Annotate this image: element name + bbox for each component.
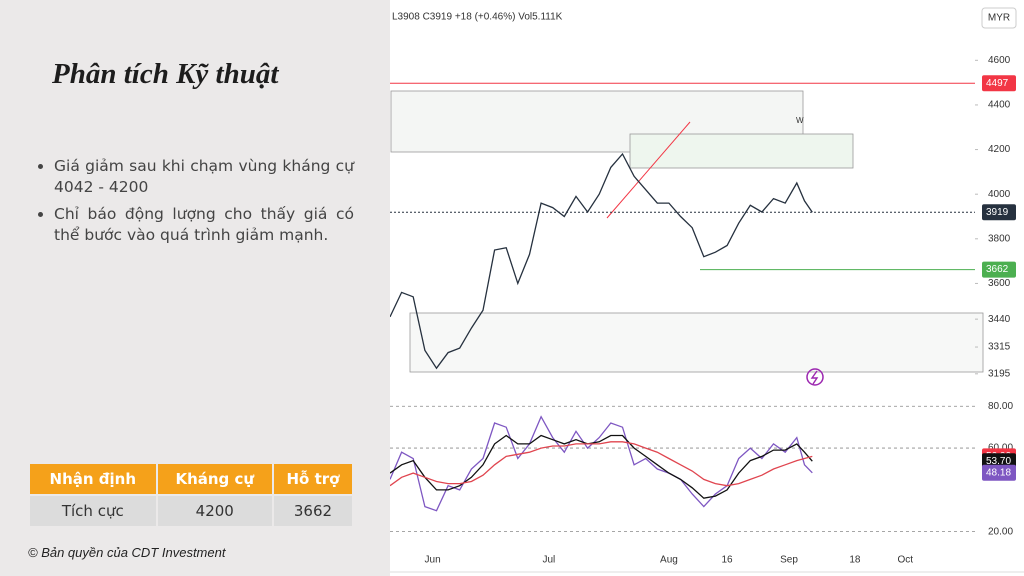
bullet: Giá giảm sau khi chạm vùng kháng cự 4042…	[54, 156, 354, 198]
x-tick-label: Sep	[780, 555, 798, 566]
y-tick-label: 80.00	[988, 401, 1013, 412]
price-tag-label: 3919	[986, 207, 1009, 218]
price-tag-label: 3662	[986, 264, 1009, 275]
copyright: © Bản quyền của CDT Investment	[28, 545, 226, 560]
series-line	[390, 434, 813, 499]
price-tag-label: 4497	[986, 78, 1009, 89]
currency: MYR	[988, 13, 1010, 24]
y-tick-label: 4600	[988, 55, 1011, 66]
cell: Tích cực	[30, 496, 156, 526]
price-tag	[982, 75, 1016, 92]
left-panel: Phân tích Kỹ thuật Giá giảm sau khi chạm…	[0, 0, 390, 576]
cell: 4200	[157, 496, 272, 526]
y-tick-label: 3315	[988, 342, 1011, 353]
price-tag	[982, 204, 1016, 221]
x-tick-label: 16	[721, 555, 733, 566]
price-tag	[982, 464, 1016, 481]
x-tick-label: Aug	[660, 555, 678, 566]
zone	[409, 312, 984, 373]
y-tick-label: 4400	[988, 100, 1011, 111]
y-tick-label: 3800	[988, 233, 1011, 244]
y-tick-label: 4000	[988, 189, 1011, 200]
y-tick-label: 3600	[988, 278, 1011, 289]
x-tick-label: Jun	[425, 555, 441, 566]
y-tick-label: 20.00	[988, 526, 1013, 537]
header-cell: Kháng cự	[157, 464, 272, 494]
title: Phân tích Kỹ thuật	[52, 58, 279, 90]
header-cell: Hỗ trợ	[273, 464, 352, 494]
series-line	[390, 152, 813, 370]
currency-box	[981, 7, 1017, 29]
y-tick-label: 3440	[988, 314, 1011, 325]
price-tag-label: 48.18	[986, 467, 1011, 478]
series-line	[390, 415, 813, 512]
bullets: Giá giảm sau khi chạm vùng kháng cự 4042…	[30, 156, 354, 252]
y-tick-label: 3195	[988, 368, 1011, 379]
x-tick-label: 18	[849, 555, 861, 566]
x-tick-label: Jul	[542, 555, 555, 566]
event-icon	[806, 368, 824, 386]
chart: MYR L3908 C3919 +18 (+0.46%) Vol5.111K W…	[390, 7, 1024, 573]
trend-line	[606, 121, 691, 219]
cell: 3662	[273, 496, 352, 526]
zone-label: W	[796, 116, 804, 125]
summary-table: Nhận định Kháng cự Hỗ trợ Tích cực 4200 3662	[28, 462, 354, 528]
y-tick-label: 4200	[988, 144, 1011, 155]
x-tick-label: Oct	[897, 555, 913, 566]
y-tick-label: 60.00	[988, 443, 1013, 454]
ohlc-legend: L3908 C3919 +18 (+0.46%) Vol5.111K	[392, 12, 563, 23]
bullet: Chỉ báo động lượng cho thấy giá có thể b…	[54, 204, 354, 246]
zone	[629, 133, 854, 169]
price-tag	[982, 261, 1016, 278]
event-icon	[810, 370, 819, 385]
series-line	[390, 441, 813, 487]
price-tag-label: 53.70	[986, 456, 1011, 467]
header-cell: Nhận định	[30, 464, 156, 494]
